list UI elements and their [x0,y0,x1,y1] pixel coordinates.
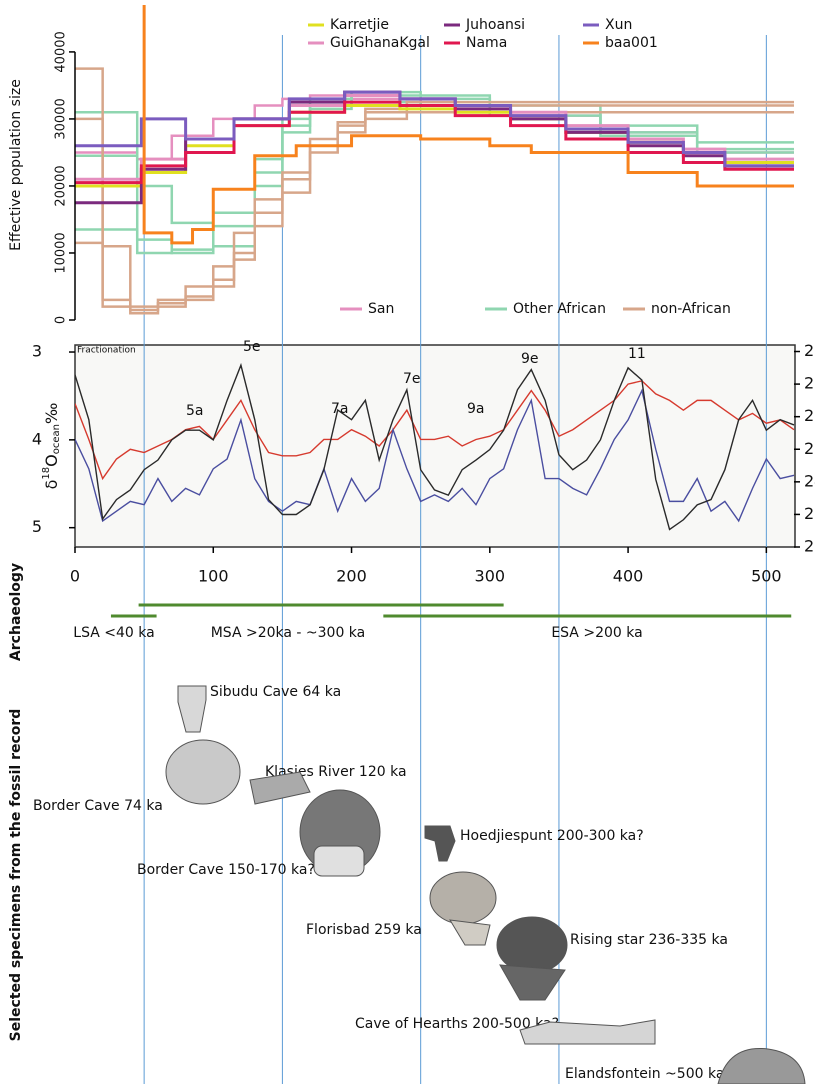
series-line [75,90,794,168]
y-axis-label-part: O [42,454,61,467]
series-line [75,380,795,481]
specimen-label: Border Cave 74 ka [33,798,163,814]
x-tick-label: 200 [336,567,367,586]
period-label: ESA >200 ka [551,625,642,641]
annotation: 11 [628,346,646,362]
section-label: Selected specimens from the fossil recor… [8,709,24,1042]
group-line [75,100,794,255]
y-tick-label: 10000 [54,232,69,273]
legend-label: baa001 [605,35,658,51]
series-line [75,100,794,185]
y2-tick-label: 26 [804,406,815,425]
y-tick-label: 30000 [54,98,69,139]
y-tick-label: 0 [54,316,69,324]
x-tick-label: 0 [70,567,80,586]
isotope-plot [75,362,795,531]
specimen-label: Border Cave 150-170 ka? [137,862,315,878]
annotation: Fractionation [77,346,136,356]
y-tick-label: 40000 [54,31,69,72]
legend-label: Xun [605,17,632,33]
specimen-label: Rising star 236-335 ka [570,932,728,948]
y2-tick-label: 28 [804,341,815,360]
specimen-label: Elandsfontein ~500 ka [565,1066,724,1082]
y-tick-label: 5 [32,517,42,536]
y2-tick-label: 22 [804,537,815,556]
y-tick-label: 4 [32,429,42,448]
legend-label: non-African [651,301,731,317]
annotation: 9e [521,351,539,367]
section-label: Archaeology [8,563,24,661]
period-label: LSA <40 ka [73,625,154,641]
specimen-images [165,685,806,1084]
labels: 0 10000 20000 30000 40000 Karretjie GuiGhanaKg… [32,17,815,1082]
population-plot [75,5,794,315]
legend-label: San [368,301,394,317]
group-line [75,67,794,312]
y2-tick-label: 25 [804,439,815,458]
group-line [75,100,794,308]
series-line [75,388,795,523]
x-tick-label: 100 [198,567,229,586]
period-label: MSA >20ka - ~300 ka [211,625,366,641]
y2-tick-label: 24 [804,471,815,490]
y-tick-label: 20000 [54,165,69,206]
x-tick-label: 400 [613,567,644,586]
legend-label: Nama [466,35,507,51]
specimen-label: Sibudu Cave 64 ka [210,684,341,700]
specimen-label: Florisbad 259 ka [306,922,422,938]
series-line [142,5,794,245]
y-tick-label: 3 [32,342,42,361]
y-axis-label-part: ‰ [42,403,61,424]
specimen-label: Cave of Hearths 200-500 ka? [355,1016,559,1032]
group-line [75,104,794,315]
annotation: 5a [186,403,204,419]
x-tick-label: 300 [475,567,506,586]
y2-tick-label: 23 [804,504,815,523]
legend-label: GuiGhanaKgal [330,35,430,51]
annotation: 7e [403,371,421,387]
legend-label: Karretjie [330,17,389,33]
y-axis-label-part: 18 [41,467,52,480]
annotation: 5e [243,339,261,355]
series-line [75,362,795,531]
specimen-label: Hoedjiespunt 200-300 ka? [460,828,644,844]
annotation: 7a [331,401,349,417]
y2-tick-label: 27 [804,374,815,393]
annotation: 9a [467,401,485,417]
isotope-frame [74,344,796,548]
legend-label: Other African [513,301,606,317]
legend-label: Juhoansi [465,17,525,33]
y-axis-label-part: δ [42,480,61,490]
x-tick-label: 500 [751,567,782,586]
y-axis-label-part: ocean [51,424,62,454]
y-axis-label: Effective population size [8,79,24,251]
y-axis-label: δ18Oocean‰ [41,403,62,490]
